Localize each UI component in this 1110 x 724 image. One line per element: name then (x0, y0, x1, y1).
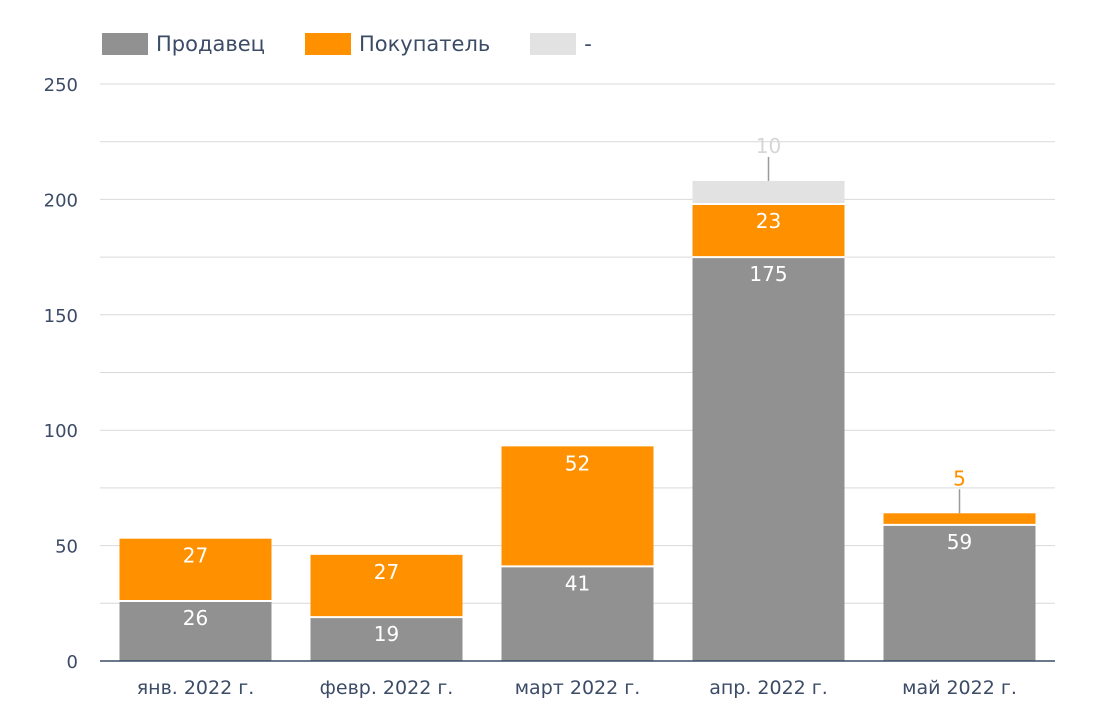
legend-label-seller: Продавец (156, 32, 265, 56)
data-label: 5 (953, 466, 966, 490)
data-labels: 26 27 19 27 41 52 175 23 10 59 5 (183, 134, 972, 646)
data-label: 41 (565, 571, 590, 595)
bar-segment[interactable] (692, 204, 845, 258)
bar-segment[interactable] (310, 617, 463, 661)
legend-label-buyer: Покупатель (358, 32, 491, 56)
legend: Продавец Покупатель - (102, 30, 632, 58)
legend-swatch-seller (102, 33, 148, 55)
data-label: 19 (374, 622, 399, 646)
x-axis-categories: янв. 2022 г. февр. 2022 г. март 2022 г. апр… (137, 677, 1017, 699)
bar-segment[interactable] (119, 600, 272, 661)
bar-segment[interactable] (692, 257, 845, 661)
data-label: 27 (374, 560, 399, 584)
legend-item-seller[interactable]: Продавец (102, 32, 265, 56)
legend-item-buyer[interactable]: Покупатель (304, 32, 491, 56)
y-tick-label: 200 (44, 190, 78, 211)
x-category-label: янв. 2022 г. (137, 677, 255, 699)
bar-segment[interactable] (501, 566, 654, 661)
data-label: 52 (565, 451, 590, 475)
data-label: 59 (947, 530, 972, 554)
y-axis-ticks: 0 50 100 150 200 250 (44, 75, 78, 673)
legend-item-other[interactable]: - (530, 32, 592, 56)
data-label: 23 (756, 209, 781, 233)
x-category-label: май 2022 г. (902, 677, 1017, 699)
bar-segment[interactable] (883, 524, 1036, 661)
bar-segment[interactable] (119, 538, 272, 601)
bar-segment[interactable] (692, 180, 845, 205)
x-category-label: апр. 2022 г. (709, 677, 828, 699)
legend-label-other: - (584, 32, 592, 56)
x-category-label: февр. 2022 г. (320, 677, 454, 699)
legend-swatch-other (530, 33, 577, 55)
data-label: 27 (183, 544, 208, 568)
bars (119, 180, 1036, 661)
x-category-label: март 2022 г. (515, 677, 641, 699)
legend-swatch-buyer (304, 33, 351, 55)
y-tick-label: 150 (44, 306, 78, 327)
data-label: 10 (756, 134, 781, 158)
y-tick-label: 0 (67, 652, 78, 673)
y-tick-label: 250 (44, 75, 78, 96)
bar-segment[interactable] (883, 513, 1036, 525)
data-label: 175 (749, 262, 787, 286)
y-tick-label: 50 (55, 537, 78, 558)
bar-segment[interactable] (501, 446, 654, 567)
y-tick-label: 100 (44, 421, 78, 442)
bar-segment[interactable] (310, 554, 463, 618)
data-label: 26 (183, 606, 208, 630)
